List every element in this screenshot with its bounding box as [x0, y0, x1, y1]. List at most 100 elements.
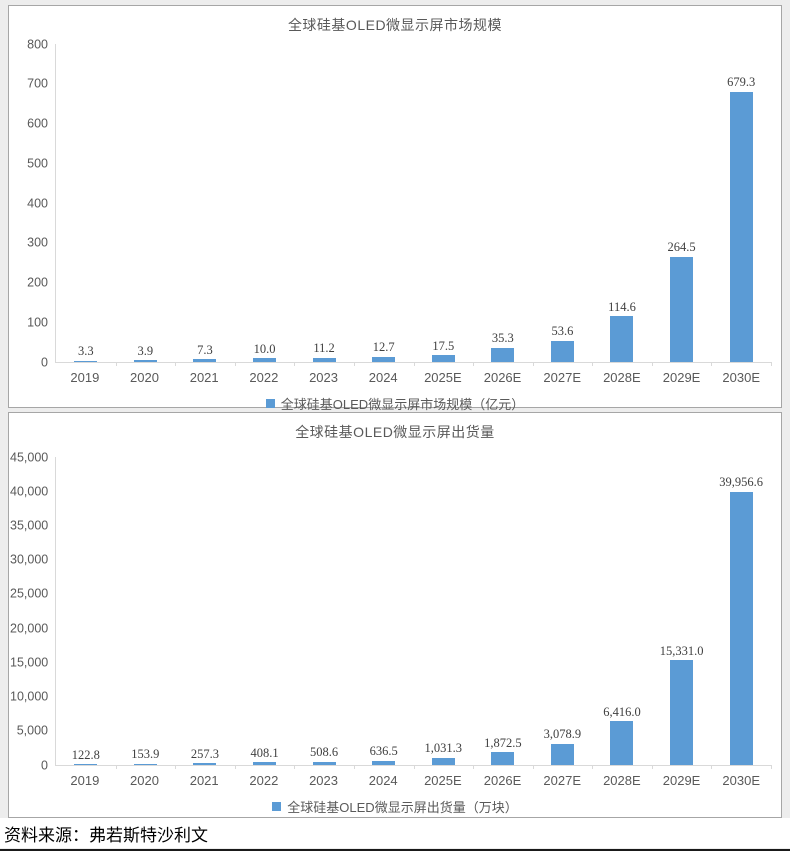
y-axis-tick-label: 0 [41, 354, 48, 369]
x-axis-tick-mark [353, 765, 355, 769]
bar [491, 347, 515, 362]
x-axis-category-label: 2027E [543, 370, 581, 385]
bar [193, 359, 217, 362]
x-axis-category-label: 2025E [424, 370, 462, 385]
bar [670, 660, 694, 765]
x-axis-category-label: 2022 [249, 773, 279, 788]
bar-slot: 53.6 [533, 44, 593, 362]
bar-value-label: 679.3 [727, 75, 756, 90]
y-axis-tick-label: 10,000 [10, 689, 49, 704]
x-axis-tick-mark [294, 765, 296, 769]
legend-label: 全球硅基OLED微显示屏市场规模（亿元） [280, 397, 525, 412]
bar-slot: 35.3 [473, 44, 533, 362]
bar-value-label: 35.3 [491, 331, 514, 346]
bar-slot: 3,078.9 [533, 457, 593, 765]
plot-area: 3.3 3.9 7.3 10.0 11.2 12.7 17.5 35.3 53.6 114.6 26… [27, 38, 772, 368]
bar [193, 763, 217, 765]
x-axis-tick-mark [115, 765, 117, 769]
x-axis-category-label: 2020 [130, 370, 159, 385]
bar [550, 340, 574, 362]
bar [729, 91, 753, 362]
y-axis-tick-label: 40,000 [10, 483, 49, 498]
bar [253, 358, 277, 362]
x-axis-tick-mark [234, 765, 236, 769]
bar-value-label: 114.6 [608, 299, 636, 314]
bar-slot: 679.3 [711, 44, 771, 362]
bar-value-label: 11.2 [313, 341, 335, 356]
bar-slot: 3.9 [116, 44, 176, 362]
bar [610, 316, 634, 362]
bar-slot: 1,872.5 [473, 457, 533, 765]
x-axis-tick-mark [175, 765, 177, 769]
bar-slot: 114.6 [592, 44, 652, 362]
legend-marker [265, 399, 275, 408]
bar-slot: 15,331.0 [652, 457, 712, 765]
y-axis-tick-label: 300 [27, 235, 48, 250]
x-axis-tick-mark [413, 362, 415, 366]
x-axis-category-label: 2028E [603, 773, 641, 788]
y-axis-tick-label: 15,000 [10, 655, 49, 670]
x-axis-tick-mark [294, 362, 296, 366]
x-axis-tick-mark [711, 765, 713, 769]
x-labels-row: 2019 2020 2021 2022 2023 2024 2025E 2026E 2027E 2… [55, 363, 771, 385]
y-axis-tick-label: 25,000 [10, 586, 49, 601]
bar [372, 760, 396, 765]
bar-slot: 7.3 [175, 44, 235, 362]
bar-slot: 153.9 [116, 457, 176, 765]
x-axis-category-label: 2022 [249, 370, 279, 385]
x-axis-category-label: 2024 [368, 773, 398, 788]
x-axis-category-label: 2023 [309, 773, 338, 788]
x-axis-tick-mark [592, 765, 594, 769]
x-axis-category-label: 2020 [130, 773, 159, 788]
x-axis-tick-mark [413, 765, 415, 769]
bar-value-label: 1,031.3 [424, 741, 463, 756]
y-axis-tick-label: 800 [27, 36, 48, 51]
x-axis-category-label: 2021 [189, 370, 219, 385]
bar-value-label: 39,956.6 [719, 475, 764, 490]
bar-slot: 12.7 [354, 44, 414, 362]
y-axis-tick-label: 100 [27, 315, 48, 329]
y-axis-tick-label: 0 [41, 757, 48, 772]
bar [74, 764, 98, 765]
bar-value-label: 10.0 [253, 341, 276, 356]
bar [550, 743, 574, 765]
chart-legend: 全球硅基OLED微显示屏出货量（万块） [9, 797, 781, 816]
y-axis-tick-label: 45,000 [10, 449, 49, 464]
chart-legend: 全球硅基OLED微显示屏市场规模（亿元） [9, 394, 781, 413]
bar-slot: 10.0 [235, 44, 295, 362]
y-axis-tick-label: 600 [27, 116, 48, 131]
x-labels-row: 2019 2020 2021 2022 2023 2024 2025E 2026E 2027E 2… [55, 766, 771, 788]
bar-slot: 257.3 [175, 457, 235, 765]
y-axis-tick-label: 500 [27, 156, 48, 170]
x-axis-category-label: 2024 [368, 370, 398, 385]
x-axis-tick-mark [592, 362, 594, 366]
bar [133, 360, 157, 362]
x-axis-tick-mark [771, 362, 772, 366]
bars-row: 122.8 153.9 257.3 408.1 508.6 636.5 1,031.3 1,8… [56, 457, 771, 765]
x-axis-category-label: 2027E [543, 773, 581, 788]
bar [372, 356, 396, 362]
y-axis-tick-label: 35,000 [10, 518, 49, 533]
bar-slot: 39,956.6 [711, 457, 771, 765]
bar [670, 256, 694, 362]
bar-slot: 264.5 [652, 44, 712, 362]
bar-slot: 122.8 [56, 457, 116, 765]
x-axis-category-label: 2030E [722, 370, 761, 385]
x-axis-tick-mark [651, 765, 653, 769]
bar [312, 761, 336, 765]
source-note: 资料来源：弗若斯特沙利文 [0, 818, 790, 848]
x-axis-category-label: 2026E [483, 370, 522, 385]
bar-value-label: 508.6 [310, 745, 339, 760]
chart-title: 全球硅基OLED微显示屏市场规模 [287, 17, 503, 33]
bar-value-label: 3.3 [77, 344, 94, 359]
bar-value-label: 153.9 [131, 747, 160, 762]
bar-value-label: 3.9 [137, 343, 154, 358]
bar [491, 752, 515, 765]
x-axis-tick-mark [532, 765, 534, 769]
bar-slot: 1,031.3 [413, 457, 473, 765]
x-axis-category-label: 2029E [662, 773, 701, 788]
y-axis-tick-label: 30,000 [10, 552, 49, 567]
x-axis-tick-mark [115, 362, 117, 366]
legend-marker [272, 802, 282, 811]
bar [431, 355, 455, 362]
